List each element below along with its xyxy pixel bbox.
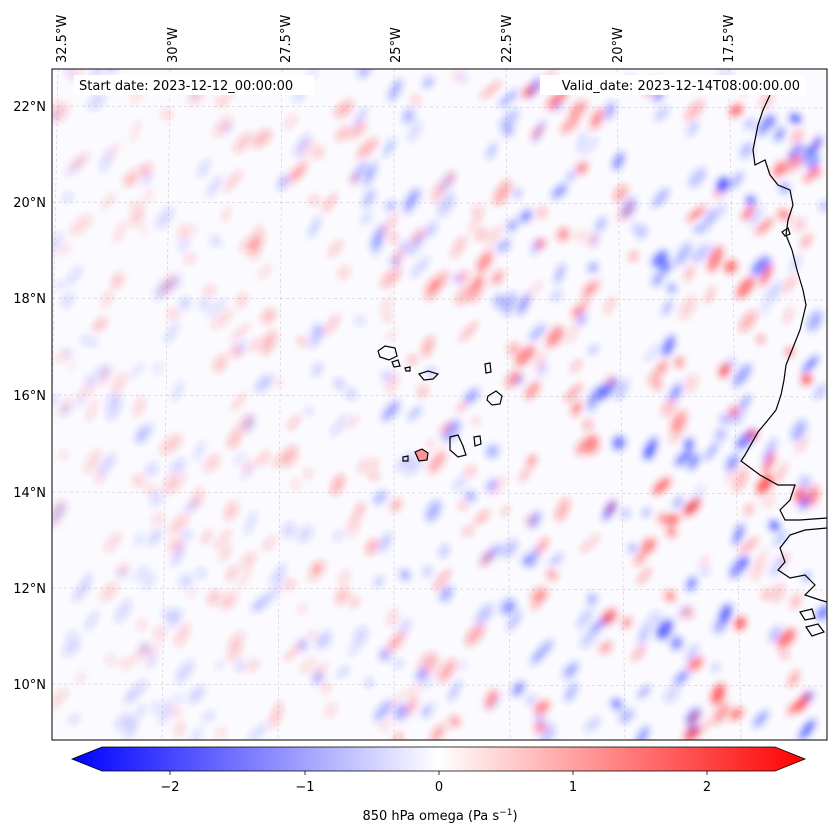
- latitude-labels: 22°N 20°N 18°N 16°N 14°N 12°N 10°N: [13, 100, 46, 693]
- colorbar-tick-label: 1: [569, 780, 577, 795]
- coast-island-c: [805, 623, 825, 637]
- lat-label: 12°N: [13, 582, 46, 597]
- valid-date-label: Valid_date: 2023-12-14T08:00:00.00: [562, 79, 800, 94]
- colorbar: −2 −1 0 1 2 850 hPa omega (Pa s−1): [70, 746, 807, 824]
- coast-island-b: [799, 608, 816, 621]
- lon-label: 27.5°W: [279, 15, 294, 63]
- cape-verde-islands: [377, 345, 503, 462]
- coast-island-a: [781, 227, 791, 237]
- africa-coastline: [740, 94, 827, 603]
- colorbar-tick-label: −2: [160, 780, 179, 795]
- start-date-label: Start date: 2023-12-12_00:00:00: [79, 79, 293, 94]
- island-boa-vista: [486, 390, 503, 406]
- longitude-labels: 32.5°W 30°W 27.5°W 25°W 22.5°W 20°W 17.5…: [55, 15, 737, 63]
- lat-label: 10°N: [13, 678, 46, 693]
- lat-label: 22°N: [13, 100, 46, 115]
- map-panel: Start date: 2023-12-12_00:00:00 Valid_da…: [13, 15, 828, 741]
- island-santiago: [449, 434, 467, 458]
- island-sao-vicente: [391, 359, 401, 368]
- valid-date-box: [540, 75, 805, 95]
- colorbar-body: [70, 746, 807, 772]
- omega-field: [52, 69, 827, 740]
- island-santa-luzia: [404, 366, 411, 372]
- island-brava: [402, 455, 409, 462]
- lon-label: 17.5°W: [722, 15, 737, 63]
- island-maio: [473, 435, 482, 447]
- lon-label: 30°W: [166, 27, 181, 63]
- lon-label: 22.5°W: [500, 15, 515, 63]
- island-sao-nicolau: [417, 370, 440, 381]
- colorbar-tick-label: 2: [703, 780, 711, 795]
- colorbar-label: 850 hPa omega (Pa s−1): [362, 808, 517, 824]
- island-sal: [484, 362, 492, 374]
- colorbar-tick-label: 0: [435, 780, 443, 795]
- coastlines: [740, 94, 827, 637]
- lon-label: 20°W: [611, 27, 626, 63]
- lat-label: 18°N: [13, 292, 46, 307]
- start-date-box: [74, 75, 314, 95]
- island-santo-antao: [377, 345, 398, 361]
- colorbar-ticks: [169, 771, 708, 775]
- gridlines: [52, 69, 827, 740]
- lon-label: 32.5°W: [55, 15, 70, 63]
- lat-label: 14°N: [13, 486, 46, 501]
- lat-label: 20°N: [13, 196, 46, 211]
- colorbar-tick-label: −1: [295, 780, 314, 795]
- lon-label: 25°W: [389, 27, 404, 63]
- island-fogo: [414, 448, 429, 462]
- colorbar-tick-labels: −2 −1 0 1 2: [160, 780, 711, 795]
- lat-label: 16°N: [13, 389, 46, 404]
